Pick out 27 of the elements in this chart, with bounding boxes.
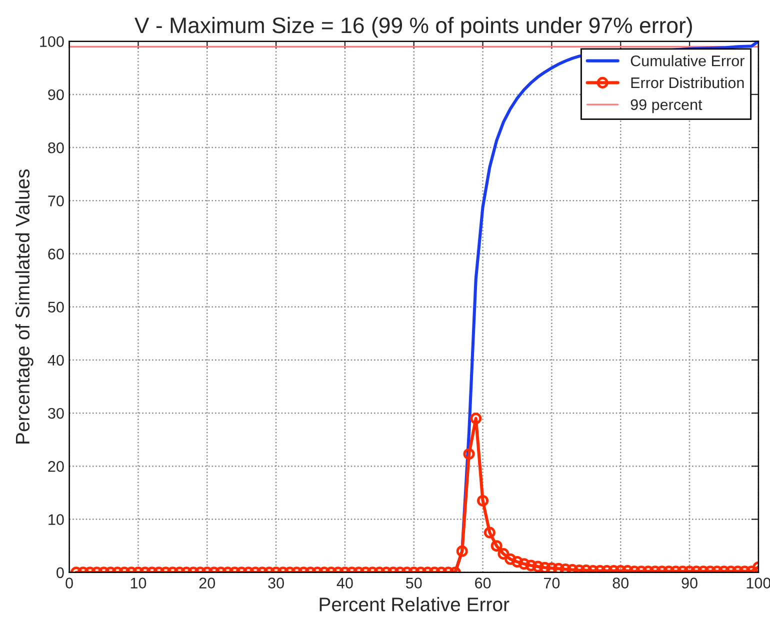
y-tick-label: 80 (48, 142, 64, 154)
x-tick-label: 90 (682, 578, 698, 588)
legend-label: Error Distribution (631, 76, 744, 88)
y-tick-label: 100 (40, 36, 64, 48)
y-tick-label: 10 (48, 514, 64, 525)
x-tick-label: 50 (406, 578, 422, 588)
x-axis-title: Percent Relative Error (320, 597, 510, 612)
x-tick-label: 70 (544, 578, 560, 588)
legend-label: Cumulative Error (630, 55, 744, 66)
y-tick-label: 40 (48, 354, 64, 366)
x-tick-label: 80 (612, 578, 629, 588)
y-tick-label: 50 (48, 302, 64, 313)
y-tick-label: 60 (48, 248, 64, 260)
y-tick-label: 70 (48, 196, 64, 206)
y-axis-title: Percentage of Simulated Values (15, 169, 34, 444)
x-tick-label: 10 (130, 578, 146, 588)
x-tick-label: 20 (199, 578, 216, 588)
y-tick-label: 20 (48, 461, 64, 472)
x-tick-label: 30 (268, 578, 284, 588)
y-tick-label: 90 (48, 89, 64, 100)
x-tick-label: 60 (475, 578, 491, 588)
y-tick-label: 30 (48, 408, 64, 419)
x-tick-label: 0 (66, 578, 73, 588)
x-tick-label: 40 (336, 578, 353, 588)
y-tick-label: 0 (56, 567, 64, 578)
chart-title: V - Maximum Size = 16 (99 % of points under 97% error) (134, 16, 692, 38)
legend-label: 99 percent (630, 99, 702, 114)
